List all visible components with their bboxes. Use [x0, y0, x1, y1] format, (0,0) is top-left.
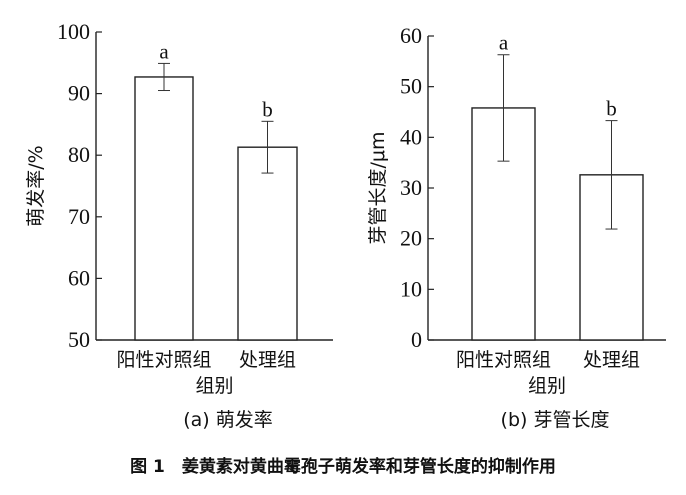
x-axis-label: 组别 — [528, 375, 566, 397]
y-tick-label: 60 — [400, 23, 422, 48]
y-tick-label: 50 — [400, 74, 422, 99]
significance-letter: b — [262, 97, 273, 121]
significance-letter: a — [159, 39, 169, 63]
y-tick-label: 90 — [68, 81, 90, 106]
subfigure-title: (a) 萌发率 — [183, 409, 273, 431]
bar-1 — [134, 76, 194, 341]
y-tick-label: 40 — [400, 124, 422, 149]
y-tick-label: 60 — [68, 265, 90, 290]
y-axis-label: 芽管长度/μm — [367, 132, 389, 245]
category-label: 处理组 — [239, 349, 296, 371]
chart-germination-rate: 50 60 70 80 90 100 a 阳性对照组 b 处理组 萌发率/% 组别 (a) 萌发率 — [25, 19, 333, 431]
subfigure-title: (b) 芽管长度 — [501, 409, 610, 431]
category-label: 阳性对照组 — [456, 349, 551, 371]
y-tick-label: 70 — [68, 204, 90, 229]
bar-2 — [237, 146, 298, 341]
y-tick-label: 10 — [400, 276, 422, 301]
category-label: 处理组 — [583, 349, 640, 371]
chart-germ-tube-length: 0 10 20 30 40 50 60 a 阳性对照组 b 处理组 芽管长度/μm 组别 (b) 芽管长度 — [367, 23, 666, 431]
y-tick-label: 20 — [400, 226, 422, 251]
y-tick-label: 100 — [57, 19, 90, 44]
figure-caption: 图 1 姜黄素对黄曲霉孢子萌发率和芽管长度的抑制作用 — [130, 456, 556, 477]
y-tick-label: 50 — [68, 327, 90, 352]
significance-letter: b — [606, 97, 617, 121]
y-axis-label: 萌发率/% — [25, 145, 47, 226]
significance-letter: a — [499, 31, 509, 55]
y-tick-label: 0 — [411, 327, 422, 352]
y-tick-label: 80 — [68, 142, 90, 167]
y-tick-label: 30 — [400, 175, 422, 200]
category-label: 阳性对照组 — [116, 349, 211, 371]
x-axis-label: 组别 — [195, 375, 233, 397]
